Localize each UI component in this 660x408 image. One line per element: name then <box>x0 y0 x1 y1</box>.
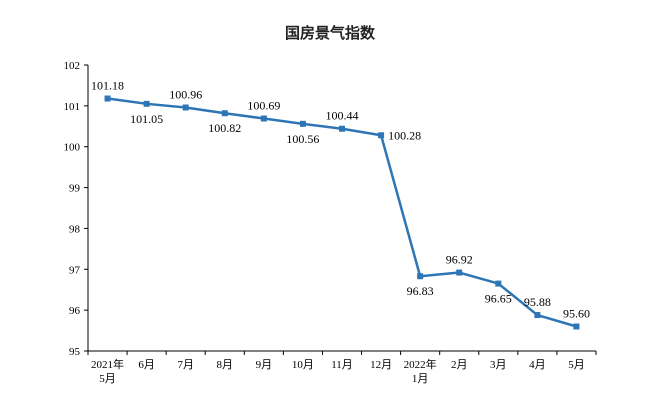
data-point <box>299 120 306 127</box>
x-tick-label: 3月 <box>490 359 507 371</box>
data-label: 95.88 <box>524 295 551 309</box>
data-label: 100.56 <box>286 132 319 146</box>
y-tick-label: 102 <box>64 60 81 72</box>
data-point <box>104 95 111 102</box>
data-label: 100.28 <box>388 128 421 142</box>
data-point <box>221 110 228 117</box>
y-tick-label: 99 <box>69 183 81 195</box>
x-tick-label: 9月 <box>256 359 273 371</box>
data-label: 96.92 <box>446 253 473 267</box>
data-label: 100.96 <box>169 87 202 101</box>
y-tick-label: 95 <box>69 346 81 358</box>
chart-title: 国房景气指数 <box>284 24 375 42</box>
data-label: 95.60 <box>563 306 590 320</box>
x-tick-label: 4月 <box>529 359 546 371</box>
x-tick-label: 1月 <box>412 373 429 385</box>
x-tick-label: 10月 <box>292 359 314 371</box>
y-tick-label: 100 <box>64 142 81 154</box>
data-label: 100.82 <box>208 121 241 135</box>
y-tick-label: 97 <box>69 264 81 276</box>
data-label: 96.83 <box>407 284 434 298</box>
data-label: 96.65 <box>485 292 512 306</box>
x-tick-label: 2021年 <box>91 357 124 371</box>
x-tick-label: 8月 <box>217 359 234 371</box>
data-point <box>534 312 541 319</box>
data-point <box>573 323 580 330</box>
data-point <box>456 269 463 276</box>
data-point <box>378 132 385 139</box>
data-label: 100.69 <box>247 99 280 113</box>
x-tick-label: 2022年 <box>404 357 437 371</box>
data-point <box>260 115 267 122</box>
data-label: 100.44 <box>326 109 359 123</box>
y-tick-label: 98 <box>69 223 81 235</box>
x-tick-label: 5月 <box>99 373 116 385</box>
x-tick-label: 5月 <box>568 359 585 371</box>
x-tick-label: 12月 <box>370 359 392 371</box>
data-label: 101.05 <box>130 112 163 126</box>
x-tick-label: 2月 <box>451 359 468 371</box>
data-point <box>143 100 150 107</box>
data-point <box>495 280 502 287</box>
x-tick-label: 6月 <box>138 359 155 371</box>
x-tick-label: 7月 <box>177 359 194 371</box>
data-point <box>339 125 345 132</box>
y-tick-label: 96 <box>69 305 81 317</box>
y-tick-label: 101 <box>64 101 81 113</box>
data-label: 101.18 <box>91 79 124 93</box>
data-point <box>417 273 424 280</box>
data-point <box>182 104 189 111</box>
x-tick-label: 11月 <box>331 359 353 371</box>
